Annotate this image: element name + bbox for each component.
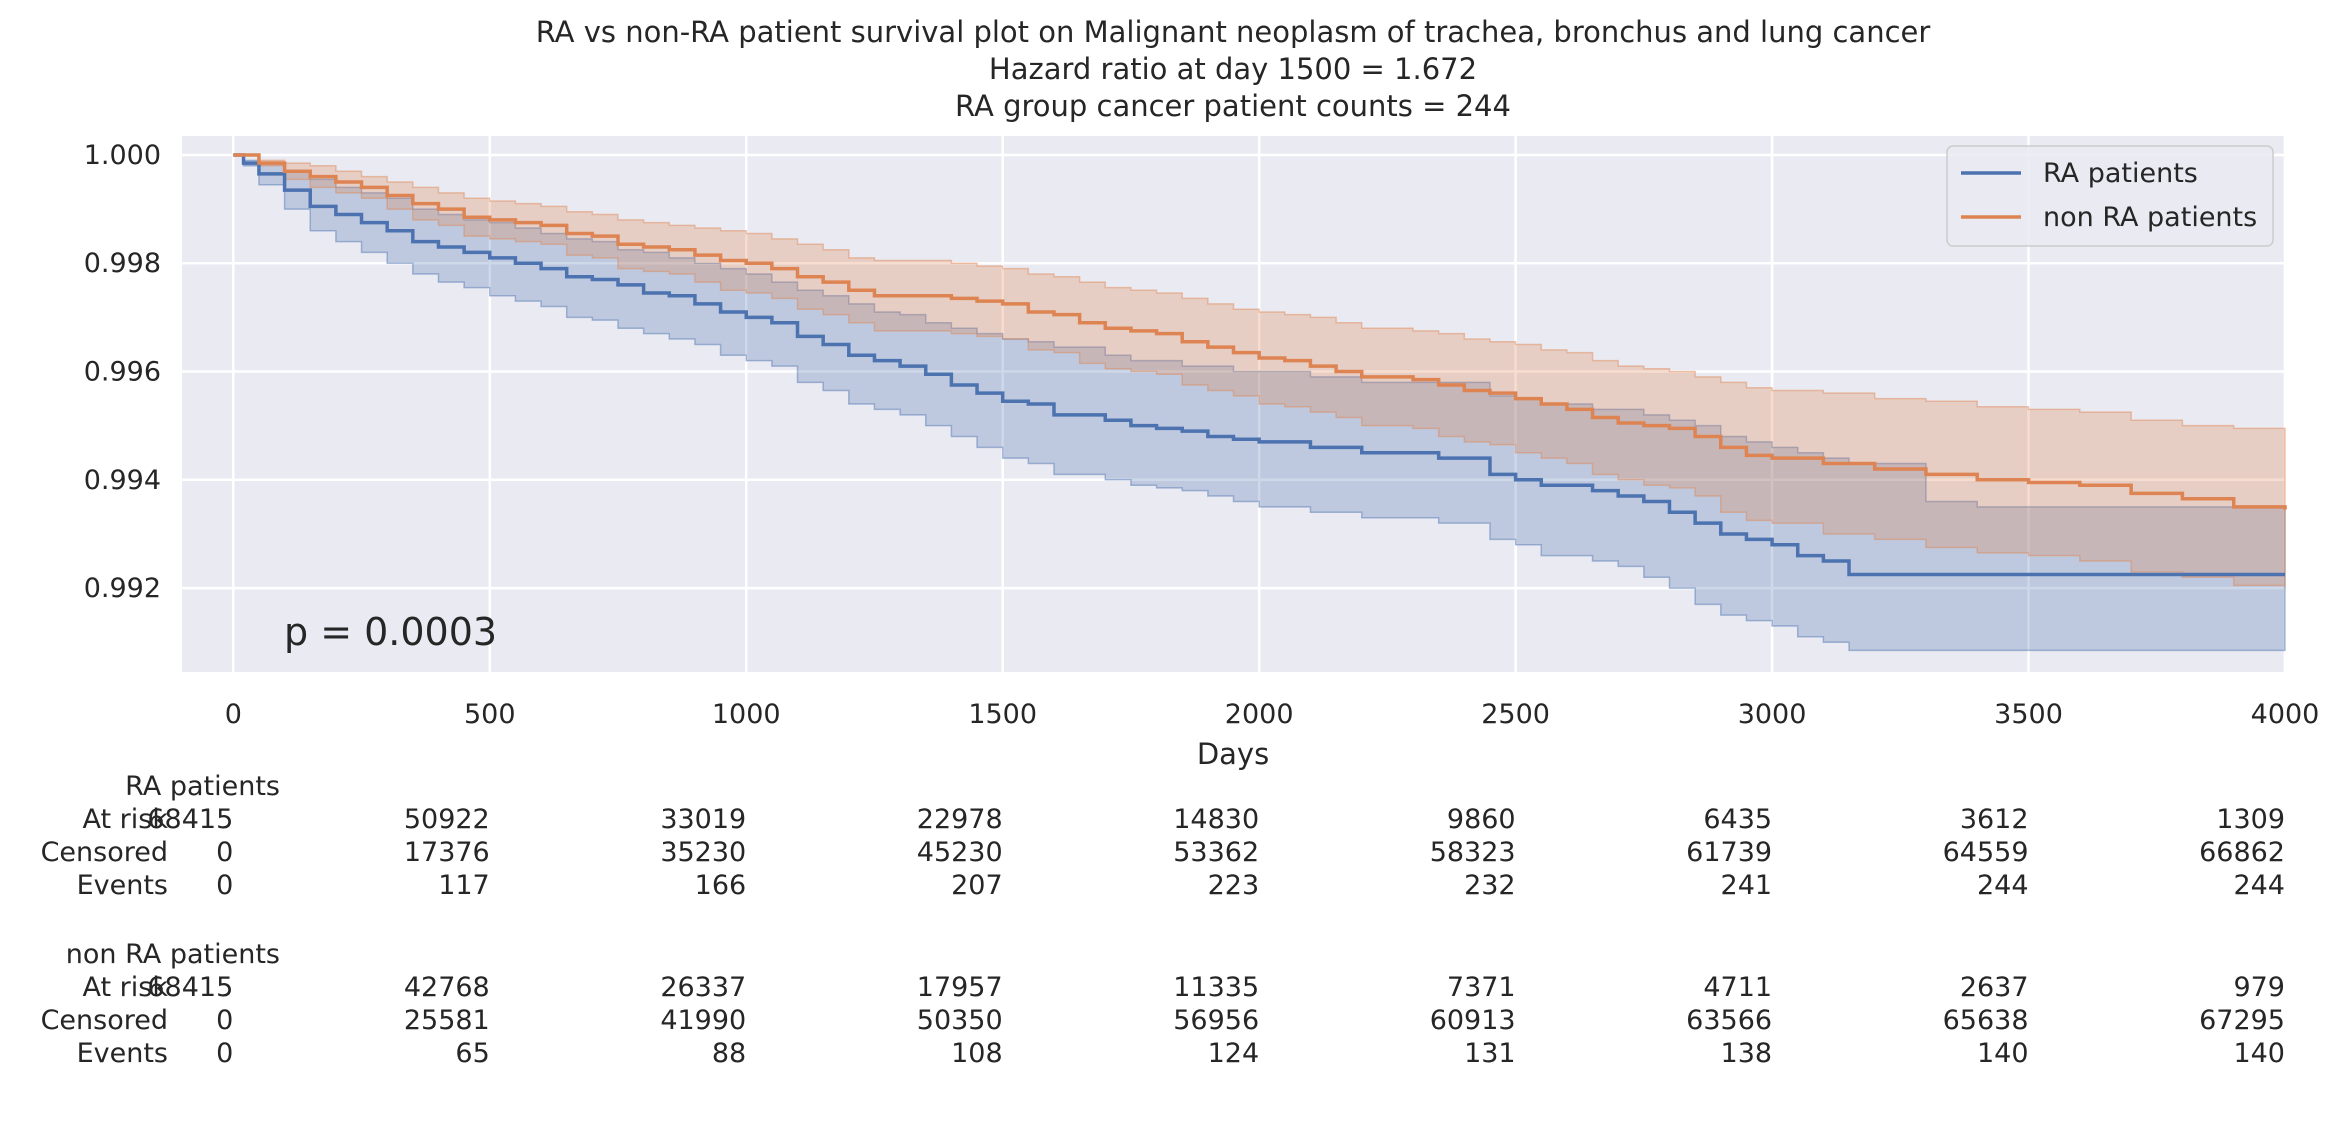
risk-table-row-label: Events xyxy=(77,1038,168,1069)
risk-table-cell: 56956 xyxy=(1173,1005,1259,1036)
risk-table-cell: 1309 xyxy=(2216,804,2285,835)
risk-table-cell: 2637 xyxy=(1960,972,2029,1003)
y-tick-labels: 0.992 0.994 0.996 0.998 1.000 xyxy=(84,140,161,604)
risk-table-cell: 11335 xyxy=(1173,972,1259,1003)
risk-table-cell: 0 xyxy=(216,1005,233,1036)
risk-table-cell: 0 xyxy=(216,870,233,901)
y-tick-label: 0.998 xyxy=(84,248,161,279)
risk-table-cell: 0 xyxy=(216,837,233,868)
chart-title-line-3: RA group cancer patient counts = 244 xyxy=(955,89,1511,123)
risk-table-cell: 33019 xyxy=(660,804,746,835)
risk-table-cell: 63566 xyxy=(1686,1005,1772,1036)
risk-table-cell: 17376 xyxy=(404,837,490,868)
x-tick-labels: 0 500 1000 1500 2000 2500 3000 3500 4000 xyxy=(225,699,2320,730)
chart-title-line-1: RA vs non-RA patient survival plot on Ma… xyxy=(536,15,1931,49)
risk-table-row-label: Censored xyxy=(41,837,168,868)
risk-table-cell: 124 xyxy=(1208,1038,1260,1069)
risk-table-cell: 64559 xyxy=(1943,837,2029,868)
risk-table-cell: 131 xyxy=(1464,1038,1516,1069)
legend-label-ra: RA patients xyxy=(2043,158,2198,189)
risk-table-cell: 232 xyxy=(1464,870,1516,901)
risk-table-cell: 207 xyxy=(951,870,1003,901)
x-tick-label: 2500 xyxy=(1481,699,1550,730)
risk-table-cell: 66862 xyxy=(2199,837,2285,868)
x-tick-label: 2000 xyxy=(1225,699,1294,730)
risk-table-cell: 26337 xyxy=(660,972,746,1003)
x-tick-label: 0 xyxy=(225,699,242,730)
risk-table-cell: 979 xyxy=(2233,972,2285,1003)
risk-table-cell: 53362 xyxy=(1173,837,1259,868)
risk-table-row-label: Censored xyxy=(41,1005,168,1036)
risk-table-cell: 88 xyxy=(712,1038,746,1069)
risk-table-cell: 9860 xyxy=(1447,804,1516,835)
legend: RA patients non RA patients xyxy=(1946,145,2274,247)
risk-table-cell: 0 xyxy=(216,1038,233,1069)
risk-table-cell: 108 xyxy=(951,1038,1003,1069)
risk-table-cell: 117 xyxy=(438,870,490,901)
survival-lines xyxy=(233,153,2287,577)
risk-table-cell: 50350 xyxy=(917,1005,1003,1036)
risk-table-cell: 67295 xyxy=(2199,1005,2285,1036)
risk-table-cell: 42768 xyxy=(404,972,490,1003)
risk-table-cell: 223 xyxy=(1208,870,1260,901)
risk-table-cell: 65 xyxy=(455,1038,489,1069)
y-tick-label: 0.992 xyxy=(84,573,161,604)
risk-table-cell: 41990 xyxy=(660,1005,746,1036)
risk-table-row-label: At risk xyxy=(83,972,169,1003)
risk-table-cell: 60913 xyxy=(1430,1005,1516,1036)
y-tick-label: 1.000 xyxy=(84,140,161,171)
y-tick-label: 0.996 xyxy=(84,357,161,388)
risk-table-cell: 22978 xyxy=(917,804,1003,835)
risk-table-row-label: Events xyxy=(77,870,168,901)
x-tick-label: 4000 xyxy=(2251,699,2320,730)
chart-title-line-2: Hazard ratio at day 1500 = 1.672 xyxy=(989,52,1477,86)
x-tick-label: 3500 xyxy=(1994,699,2063,730)
risk-table-cell: 58323 xyxy=(1430,837,1516,868)
risk-table-cell: 4711 xyxy=(1703,972,1772,1003)
survival-line-non-ra xyxy=(233,153,2287,510)
x-tick-label: 1000 xyxy=(712,699,781,730)
risk-table-cell: 35230 xyxy=(660,837,746,868)
survival-line-ra xyxy=(233,153,2285,577)
risk-table-cell: 244 xyxy=(1977,870,2029,901)
risk-table-cell: 61739 xyxy=(1686,837,1772,868)
risk-table-row-label: At risk xyxy=(83,804,169,835)
risk-table-cell: 25581 xyxy=(404,1005,490,1036)
risk-table-group-title: non RA patients xyxy=(66,939,280,970)
plot-area xyxy=(182,136,2285,672)
risk-table-cell: 6435 xyxy=(1703,804,1772,835)
x-tick-label: 500 xyxy=(464,699,516,730)
x-axis-label: Days xyxy=(1197,737,1269,771)
risk-table-group-title: RA patients xyxy=(125,771,280,802)
x-tick-label: 3000 xyxy=(1738,699,1807,730)
risk-table-cell: 140 xyxy=(1977,1038,2029,1069)
risk-table-cell: 166 xyxy=(695,870,747,901)
risk-table-cell: 244 xyxy=(2233,870,2285,901)
confidence-band-ra xyxy=(233,154,2286,652)
risk-table-cell: 138 xyxy=(1721,1038,1773,1069)
risk-table-cell: 14830 xyxy=(1173,804,1259,835)
y-tick-label: 0.994 xyxy=(84,465,161,496)
risk-table-cell: 7371 xyxy=(1447,972,1516,1003)
risk-table-cell: 50922 xyxy=(404,804,490,835)
p-value-annotation: p = 0.0003 xyxy=(284,610,497,654)
risk-table-cell: 68415 xyxy=(147,804,233,835)
risk-table-cell: 140 xyxy=(2233,1038,2285,1069)
risk-table-cell: 65638 xyxy=(1943,1005,2029,1036)
legend-box xyxy=(1946,145,2274,247)
risk-table-cell: 45230 xyxy=(917,837,1003,868)
risk-table-cell: 68415 xyxy=(147,972,233,1003)
legend-label-non-ra: non RA patients xyxy=(2043,202,2257,233)
x-tick-label: 1500 xyxy=(968,699,1037,730)
risk-table-cell: 241 xyxy=(1721,870,1773,901)
risk-table-cell: 17957 xyxy=(917,972,1003,1003)
risk-table-cell: 3612 xyxy=(1960,804,2029,835)
